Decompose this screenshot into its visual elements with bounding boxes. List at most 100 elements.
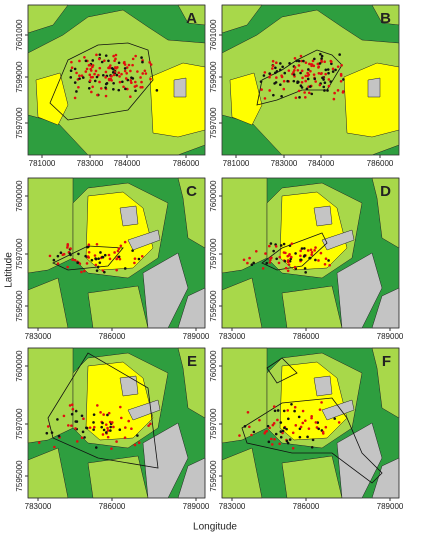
location-point xyxy=(329,80,333,83)
location-point xyxy=(121,80,124,84)
location-point xyxy=(73,258,77,262)
location-point xyxy=(76,261,79,265)
location-point xyxy=(282,409,286,413)
location-point xyxy=(95,243,99,246)
y-tick-label: 7599000 xyxy=(15,61,24,93)
location-point xyxy=(243,425,247,428)
location-point xyxy=(97,73,100,77)
location-point xyxy=(129,95,132,99)
location-point xyxy=(84,70,88,73)
x-tick-label: 783000 xyxy=(219,502,246,511)
location-point xyxy=(294,252,297,255)
location-point xyxy=(292,79,296,83)
location-point xyxy=(71,407,75,411)
location-point xyxy=(107,253,111,257)
panel-label: B xyxy=(380,10,391,27)
y-tick-label: 7595000 xyxy=(15,460,24,492)
location-point xyxy=(274,66,277,70)
location-point xyxy=(91,85,94,89)
location-point xyxy=(308,85,312,88)
location-point xyxy=(46,425,50,428)
location-point xyxy=(322,78,325,81)
location-point xyxy=(293,68,296,72)
panel-label: A xyxy=(186,10,197,27)
location-point xyxy=(69,247,72,250)
location-point xyxy=(98,66,102,70)
location-point xyxy=(98,80,101,84)
location-point xyxy=(299,258,302,262)
location-point xyxy=(308,256,311,260)
location-point xyxy=(281,429,285,433)
map-base xyxy=(221,177,400,329)
location-point xyxy=(265,261,269,265)
location-point xyxy=(272,93,275,97)
location-point xyxy=(75,71,78,75)
location-point xyxy=(275,257,278,261)
location-point xyxy=(78,74,81,78)
location-point xyxy=(112,73,116,77)
location-point xyxy=(286,79,289,83)
location-point xyxy=(59,251,63,254)
location-point xyxy=(313,57,316,61)
location-point xyxy=(261,267,265,270)
x-tick-label: 783000 xyxy=(25,502,52,511)
location-point xyxy=(282,87,286,91)
y-tick-label: 7597000 xyxy=(209,238,218,270)
x-tick-label: 786000 xyxy=(293,332,320,341)
location-point xyxy=(299,84,303,88)
location-point xyxy=(272,405,276,408)
location-point xyxy=(92,425,96,429)
location-point xyxy=(300,80,304,84)
location-point xyxy=(93,79,97,83)
y-tick-label: 7599000 xyxy=(209,61,218,93)
location-point xyxy=(274,432,278,436)
location-point xyxy=(312,73,316,76)
location-point xyxy=(78,262,82,266)
location-point xyxy=(336,65,340,68)
location-point xyxy=(124,87,127,91)
location-point xyxy=(275,61,278,64)
location-point xyxy=(87,243,91,246)
location-point xyxy=(70,412,74,416)
location-point xyxy=(324,425,328,429)
y-tick-label: 7595000 xyxy=(209,290,218,322)
location-point xyxy=(91,64,95,67)
location-point xyxy=(301,409,305,413)
location-point xyxy=(69,76,73,79)
location-point xyxy=(298,96,301,99)
location-point xyxy=(109,429,112,432)
location-point xyxy=(299,54,303,58)
location-point xyxy=(314,246,317,249)
location-point xyxy=(303,247,306,250)
location-point xyxy=(66,246,69,249)
location-point xyxy=(309,248,313,252)
location-point xyxy=(107,59,110,63)
location-point xyxy=(100,60,104,64)
location-point xyxy=(324,72,327,76)
location-point xyxy=(314,80,317,83)
location-point xyxy=(304,271,307,274)
location-point xyxy=(327,78,331,81)
location-point xyxy=(299,249,302,253)
location-point xyxy=(300,247,304,250)
x-tick-label: 786000 xyxy=(173,159,200,168)
location-point xyxy=(98,261,102,264)
location-point xyxy=(271,64,275,68)
location-point xyxy=(57,434,61,438)
location-point xyxy=(283,426,286,430)
location-point xyxy=(85,262,89,265)
location-point xyxy=(288,244,292,247)
location-point xyxy=(323,263,327,266)
x-tick-label: 786000 xyxy=(99,502,126,511)
location-point xyxy=(88,63,92,67)
map-base xyxy=(221,4,400,156)
x-tick-label: 789000 xyxy=(377,332,404,341)
location-point xyxy=(87,250,91,254)
location-point xyxy=(135,84,138,88)
location-point xyxy=(88,426,92,429)
location-point xyxy=(268,244,271,248)
location-point xyxy=(280,94,283,98)
location-point xyxy=(117,61,121,65)
location-point xyxy=(88,79,92,82)
location-point xyxy=(279,435,283,439)
